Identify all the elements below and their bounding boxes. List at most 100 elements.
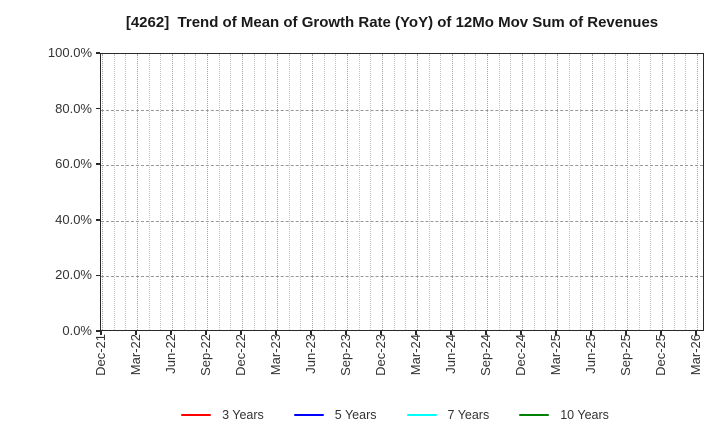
vertical-gridline-minor xyxy=(183,54,185,330)
vertical-gridline-major xyxy=(277,54,278,330)
legend-line-swatch xyxy=(293,413,324,417)
legend: 3 Years 5 Years 7 Years 10 Years xyxy=(35,404,720,426)
vertical-gridline-minor xyxy=(615,54,617,330)
vertical-gridline-minor xyxy=(545,54,547,330)
x-axis-tick xyxy=(275,331,277,335)
legend-label: 7 Years xyxy=(447,408,490,422)
horizontal-gridline xyxy=(101,220,703,222)
x-axis-tick xyxy=(100,331,102,335)
x-tick-label: Mar-23 xyxy=(268,334,283,376)
vertical-gridline-minor xyxy=(405,54,407,330)
x-tick-label: Jun-24 xyxy=(443,334,458,374)
x-tick-label: Sep-25 xyxy=(618,334,633,376)
vertical-gridline-minor xyxy=(323,54,325,330)
vertical-gridline-minor xyxy=(218,54,220,330)
x-axis-tick xyxy=(170,331,172,335)
legend-line-swatch xyxy=(519,413,550,417)
legend-label: 3 Years xyxy=(222,408,264,422)
horizontal-gridline xyxy=(101,109,703,111)
y-tick-label: 0.0% xyxy=(62,323,92,338)
y-tick-label: 60.0% xyxy=(55,156,92,172)
vertical-gridline-minor xyxy=(440,54,442,330)
vertical-gridline-minor xyxy=(650,54,652,330)
chart-title: [4262] Trend of Mean of Growth Rate (YoY… xyxy=(125,14,659,31)
vertical-gridline-minor xyxy=(253,54,255,330)
y-axis-tick xyxy=(96,163,100,165)
vertical-gridline-minor xyxy=(685,54,687,330)
vertical-gridline-major xyxy=(592,54,593,330)
vertical-gridline-minor xyxy=(673,54,675,330)
x-tick-label: Dec-24 xyxy=(513,334,528,376)
vertical-gridline-minor xyxy=(393,54,395,330)
x-axis-tick xyxy=(625,331,627,335)
vertical-gridline-minor xyxy=(428,54,430,330)
vertical-gridline-major xyxy=(242,54,243,330)
vertical-gridline-major xyxy=(172,54,173,330)
vertical-gridline-minor xyxy=(335,54,337,330)
legend-line-swatch xyxy=(181,413,212,417)
vertical-gridline-major xyxy=(662,54,663,330)
x-tick-label: Dec-21 xyxy=(93,334,108,376)
x-axis-tick xyxy=(590,331,592,335)
x-tick-label: Mar-24 xyxy=(408,334,423,376)
vertical-gridline-minor xyxy=(510,54,512,330)
vertical-gridline-major xyxy=(557,54,558,330)
vertical-gridline-minor xyxy=(533,54,535,330)
x-tick-label: Sep-23 xyxy=(338,334,353,376)
plot-area xyxy=(100,53,704,331)
legend-label: 5 Years xyxy=(334,408,377,422)
vertical-gridline-major xyxy=(137,54,138,330)
x-tick-label: Mar-25 xyxy=(548,334,563,376)
vertical-gridline-minor xyxy=(603,54,605,330)
vertical-gridline-major xyxy=(312,54,313,330)
vertical-gridline-minor xyxy=(638,54,640,330)
vertical-gridline-major xyxy=(522,54,523,330)
vertical-gridline-major xyxy=(627,54,628,330)
x-tick-label: Mar-26 xyxy=(688,334,703,376)
y-tick-label: 80.0% xyxy=(55,100,92,116)
y-axis-tick xyxy=(96,52,100,54)
y-tick-label: 40.0% xyxy=(55,211,92,227)
y-tick-label: 100.0% xyxy=(47,45,92,60)
legend-item: 5 Years xyxy=(293,408,377,422)
vertical-gridline-major xyxy=(487,54,488,330)
vertical-gridline-minor xyxy=(125,54,127,330)
x-axis-tick xyxy=(135,331,137,335)
x-axis-tick xyxy=(380,331,382,335)
vertical-gridline-major xyxy=(452,54,453,330)
y-tick-label: 20.0% xyxy=(55,267,92,283)
vertical-gridline-minor xyxy=(300,54,302,330)
x-axis-tick xyxy=(205,331,207,335)
x-axis-tick xyxy=(695,331,697,335)
x-axis-tick xyxy=(485,331,487,335)
vertical-gridline-minor xyxy=(580,54,582,330)
vertical-gridline-minor xyxy=(463,54,465,330)
vertical-gridline-major xyxy=(697,54,698,330)
legend-item: 10 Years xyxy=(519,408,609,422)
vertical-gridline-minor xyxy=(358,54,360,330)
x-axis-tick xyxy=(345,331,347,335)
x-axis-tick xyxy=(660,331,662,335)
vertical-gridline-major xyxy=(417,54,418,330)
vertical-gridline-minor xyxy=(498,54,500,330)
x-axis-tick xyxy=(555,331,557,335)
x-axis-tick xyxy=(240,331,242,335)
x-tick-label: Sep-22 xyxy=(198,334,213,376)
vertical-gridline-minor xyxy=(160,54,162,330)
x-axis-tick xyxy=(520,331,522,335)
x-tick-label: Dec-25 xyxy=(653,334,668,376)
x-tick-label: Jun-23 xyxy=(303,334,318,374)
vertical-gridline-minor xyxy=(195,54,197,330)
x-axis-tick xyxy=(450,331,452,335)
legend-line-swatch xyxy=(406,413,437,417)
vertical-gridline-minor xyxy=(265,54,267,330)
vertical-gridline-minor xyxy=(230,54,232,330)
vertical-gridline-major xyxy=(207,54,208,330)
x-tick-label: Sep-24 xyxy=(478,334,493,376)
horizontal-gridline xyxy=(101,165,703,167)
vertical-gridline-minor xyxy=(475,54,477,330)
x-tick-label: Mar-22 xyxy=(128,334,143,376)
x-tick-label: Dec-22 xyxy=(233,334,248,376)
legend-item: 3 Years xyxy=(181,408,264,422)
